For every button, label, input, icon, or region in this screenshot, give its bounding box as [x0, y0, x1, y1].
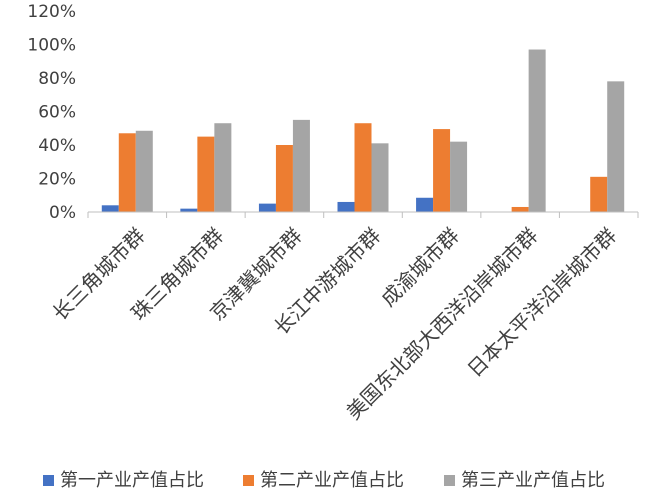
y-tick-label: 100% — [27, 36, 76, 56]
legend: 第一产业产值占比 第二产业产值占比 第三产业产值占比 — [43, 470, 605, 491]
bar-3-4 — [371, 143, 389, 212]
y-tick-label: 60% — [38, 103, 76, 123]
bar-3-3 — [292, 119, 310, 212]
bar-3-2 — [214, 123, 232, 212]
legend-label: 第二产业产值占比 — [260, 470, 404, 491]
legend-swatch — [243, 475, 254, 486]
bar-1-2 — [180, 208, 198, 212]
bar-1-1 — [101, 205, 119, 212]
legend-swatch — [444, 475, 455, 486]
legend-swatch — [43, 475, 54, 486]
y-tick-label: 20% — [38, 170, 76, 190]
bar-2-5 — [433, 129, 451, 212]
bar-3-7 — [607, 81, 625, 212]
bar-2-6 — [511, 206, 529, 212]
bar-1-4 — [337, 201, 355, 212]
x-category-label: 日本太平洋沿岸城市群 — [463, 223, 621, 381]
bar-3-1 — [135, 130, 153, 212]
bar-2-7 — [590, 176, 608, 212]
y-tick-label: 120% — [27, 2, 76, 22]
y-tick-label: 80% — [38, 69, 76, 89]
bar-2-4 — [354, 123, 372, 212]
bar-2-3 — [275, 145, 293, 212]
legend-label: 第三产业产值占比 — [461, 470, 605, 491]
x-axis: 长三角城市群珠三角城市群京津冀城市群长江中游城市群成渝城市群美国东北部大西洋沿岸… — [48, 211, 639, 424]
bars — [101, 49, 625, 213]
bar-2-1 — [118, 133, 136, 212]
bar-3-6 — [528, 49, 546, 213]
bar-1-3 — [258, 203, 276, 212]
bar-3-5 — [450, 141, 468, 212]
legend-label: 第一产业产值占比 — [60, 470, 204, 491]
bar-1-5 — [416, 197, 434, 212]
y-tick-label: 0% — [49, 203, 76, 223]
y-tick-label: 40% — [38, 136, 76, 156]
bar-2-2 — [197, 136, 215, 212]
y-axis: 0% 20% 40% 60% 80% 100% 120% — [27, 2, 76, 223]
